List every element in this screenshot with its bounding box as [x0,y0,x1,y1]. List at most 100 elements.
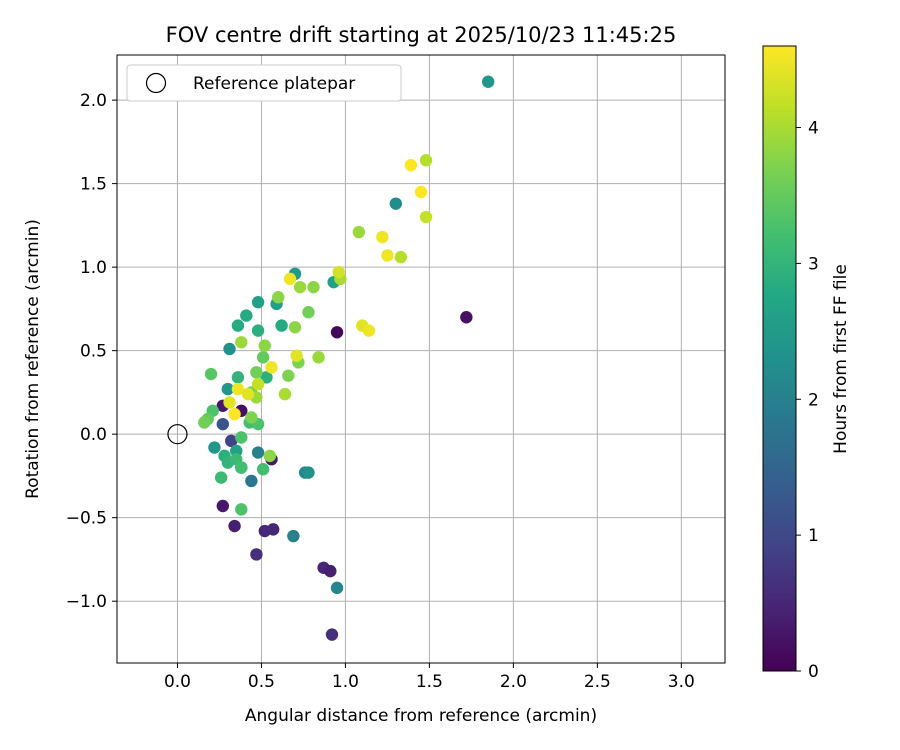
data-point [266,523,280,536]
data-point [240,309,253,322]
colorbar-ticks: 0 1 2 3 4 [796,119,819,682]
data-point [216,417,230,431]
data-point [307,280,320,294]
data-point [302,466,315,479]
data-point [245,474,258,488]
data-point [362,324,376,337]
data-point [251,446,265,459]
legend-label: Reference platepar [193,74,355,94]
data-point [324,564,337,578]
y-tick-label: 0.0 [80,425,107,445]
data-point [251,377,265,391]
data-point [419,154,433,167]
data-point [228,519,241,533]
legend-box [126,64,402,102]
colorbar-tick-label: 4 [808,119,819,139]
data-point [404,159,418,172]
x-tick-label: 2.5 [584,672,611,692]
data-point [235,503,248,516]
data-point [330,581,344,595]
reference-point-marker [167,424,188,445]
data-point [228,407,241,421]
data-point [481,75,495,88]
data-point [332,265,345,279]
data-point [278,387,292,401]
data-point [288,321,302,334]
data-points [198,75,495,641]
plot-frame [116,54,726,664]
colorbar [762,45,797,672]
x-tick-label: 0.0 [164,672,191,692]
y-axis-ticks: −1.0 −0.5 0.0 0.5 1.0 1.5 2.0 [66,91,117,612]
data-point [325,628,339,641]
data-point [290,349,303,362]
y-tick-label: 0.5 [80,342,107,362]
x-axis-label: Angular distance from reference (arcmin) [245,706,597,726]
colorbar-tick-label: 0 [808,662,819,682]
data-point [250,366,263,379]
data-point [235,431,248,444]
data-point [235,336,248,349]
data-point [251,324,265,337]
x-tick-label: 1.0 [332,672,359,692]
data-point [283,272,297,286]
colorbar-tick-label: 1 [808,526,819,546]
y-tick-label: 1.5 [80,175,107,195]
data-point [376,230,389,244]
data-point [241,387,255,401]
data-point [263,449,277,463]
data-point [394,250,408,264]
x-tick-label: 3.0 [668,672,695,692]
data-point [251,296,265,309]
data-point [204,367,218,381]
legend: Reference platepar [126,64,402,102]
data-point [245,411,258,424]
data-point [460,311,473,324]
data-point [272,290,285,304]
data-point [389,197,403,210]
y-tick-label: 2.0 [80,91,107,111]
data-point [287,529,300,543]
data-point [260,371,273,384]
data-point [414,185,428,199]
data-point [216,499,230,513]
data-point [381,249,394,262]
data-point [256,351,270,364]
data-point [419,210,433,224]
x-tick-label: 0.5 [248,672,275,692]
data-point [223,396,236,409]
y-tick-label: −0.5 [66,509,107,529]
legend-marker [145,72,167,94]
colorbar-tick-label: 2 [808,390,819,410]
y-tick-label: −1.0 [66,592,107,612]
data-point [231,382,245,396]
data-point [198,416,211,429]
data-point [330,326,344,339]
data-point [352,225,366,239]
data-point [231,319,245,332]
data-point [282,369,295,382]
data-point [221,382,235,396]
x-tick-label: 2.0 [500,672,527,692]
data-point [225,434,238,448]
data-point [293,280,307,294]
data-point [256,463,270,476]
data-point [258,339,272,352]
colorbar-tick-label: 3 [808,254,819,274]
reference-marker-layer [167,424,188,445]
data-point [312,351,325,364]
x-tick-label: 1.5 [416,672,443,692]
x-axis-ticks: 0.0 0.5 1.0 1.5 2.0 2.5 3.0 [164,663,695,692]
colorbar-label: Hours from first FF file [831,264,851,454]
data-point [208,441,221,454]
data-point [223,342,236,356]
data-point [275,319,288,332]
y-axis-label: Rotation from reference (arcmin) [23,219,43,499]
data-point [250,548,263,561]
data-point [265,361,278,374]
data-point [235,461,248,474]
y-tick-label: 1.0 [80,258,107,278]
chart-title: FOV centre drift starting at 2025/10/23 … [166,23,677,47]
grid-lines [117,55,725,663]
data-point [214,471,228,484]
